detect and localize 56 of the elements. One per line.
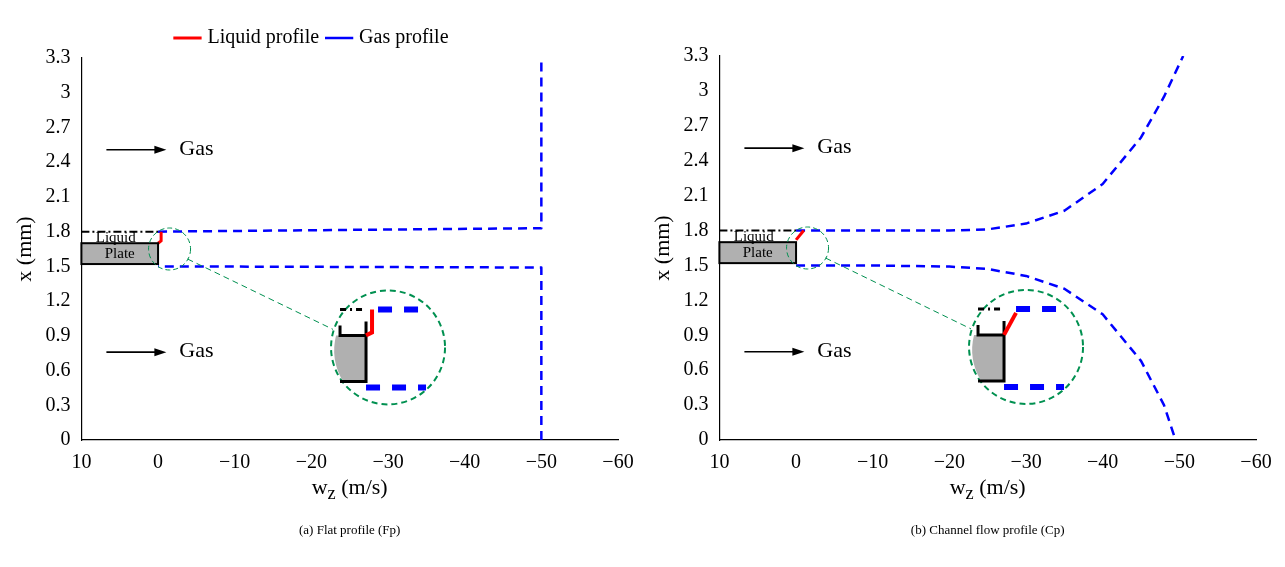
x-tick-label: −20 — [295, 450, 328, 473]
x-tick-label: 10 — [71, 450, 92, 473]
y-tick-label: 2.7 — [683, 113, 709, 136]
x-tick-label: −50 — [1163, 450, 1195, 473]
x-tick-label: −60 — [602, 450, 634, 473]
x-tick-label: −30 — [372, 450, 404, 473]
x-tick-label: 10 — [709, 450, 730, 473]
x-axis-title: w$_{z}$ (m/s) — [310, 474, 389, 505]
y-tick-label: 3.3 — [45, 45, 71, 68]
y-tick-label: 3.3 — [683, 43, 709, 66]
y-tick-label: 0.3 — [683, 392, 709, 415]
y-tick-label: 2.1 — [683, 182, 709, 205]
y-tick-label: 0.6 — [45, 357, 71, 380]
y-tick-label: 3 — [60, 79, 71, 102]
y-tick-label: 2.1 — [45, 184, 71, 207]
x-tick-label: −30 — [1010, 450, 1042, 473]
y-tick-label: 0.3 — [45, 392, 71, 415]
annotation: Gas — [817, 336, 852, 362]
y-tick-label: 1.2 — [683, 287, 709, 310]
legend-label: Liquid profile — [207, 25, 320, 49]
y-tick-label: 1.5 — [683, 252, 709, 275]
x-tick-label: −10 — [857, 450, 889, 473]
y-tick-label: 1.5 — [45, 253, 71, 276]
y-tick-label: 3 — [698, 78, 709, 101]
x-tick-label: −60 — [1240, 450, 1272, 473]
y-tick-label: 2.4 — [683, 147, 709, 170]
text: (b) Channel flow profile (Cp) — [909, 522, 1066, 539]
y-tick-label: 2.7 — [45, 114, 71, 137]
y-tick-label: 0.9 — [683, 322, 709, 345]
y-tick-label: 0.9 — [45, 323, 71, 346]
annotation: Gas — [179, 337, 214, 363]
y-axis-title: x (mm) — [10, 216, 36, 282]
annotation: Gas — [179, 134, 214, 160]
annotation: Gas — [817, 133, 852, 159]
x-tick-label: −10 — [219, 450, 251, 473]
y-tick-label: 2.4 — [45, 149, 71, 172]
x-tick-label: −20 — [933, 450, 966, 473]
y-tick-label: 0 — [698, 427, 709, 450]
annotation: Plate — [742, 244, 774, 261]
x-tick-label: −40 — [449, 450, 481, 473]
x-tick-label: 0 — [153, 450, 164, 473]
text: (a) Flat profile (Fp) — [297, 522, 402, 539]
annotation: Liquid — [95, 228, 137, 245]
y-tick-label: 0 — [60, 427, 71, 450]
y-tick-label: 1.8 — [45, 218, 71, 241]
annotation: Plate — [104, 245, 136, 262]
y-axis-title: x (mm) — [648, 215, 674, 281]
y-tick-label: 1.8 — [683, 217, 709, 240]
y-tick-label: 1.2 — [45, 288, 71, 311]
x-axis-title: w$_{z}$ (m/s) — [948, 474, 1027, 505]
x-tick-label: −40 — [1087, 450, 1119, 473]
legend-label: Gas profile — [359, 25, 449, 49]
x-tick-label: 0 — [791, 450, 802, 473]
annotation: Liquid — [733, 227, 775, 244]
x-tick-label: −50 — [525, 450, 557, 473]
y-tick-label: 0.6 — [683, 357, 709, 380]
